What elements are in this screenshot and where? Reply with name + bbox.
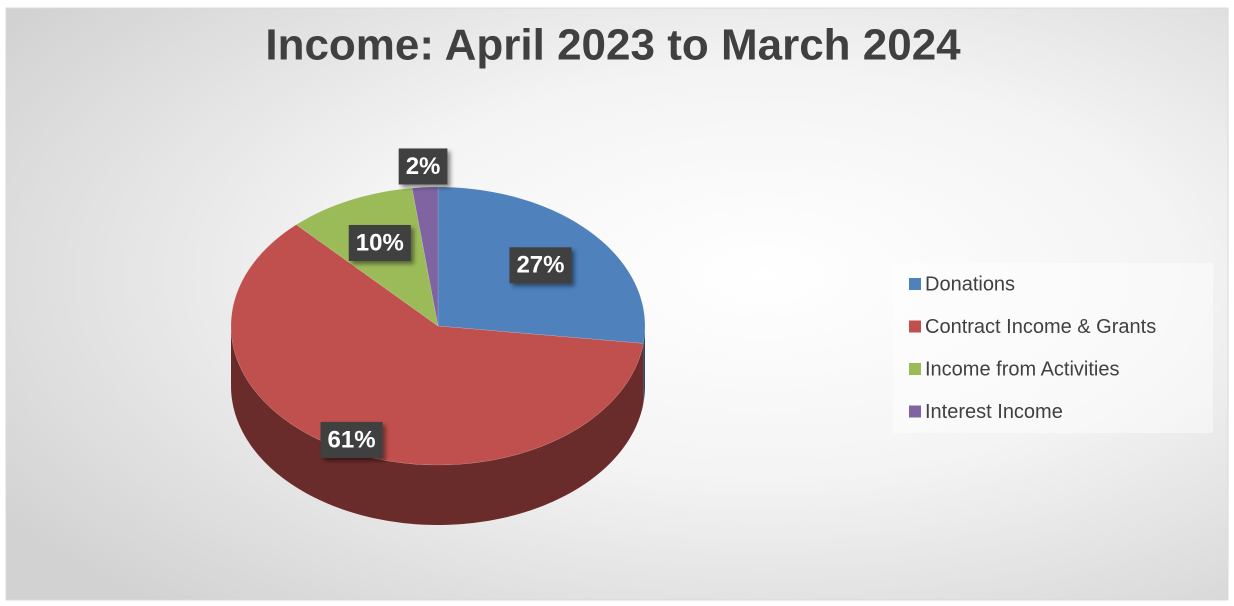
data-label: 10%: [356, 229, 404, 256]
legend-label: Contract Income & Grants: [925, 316, 1156, 338]
legend-swatch: [909, 363, 921, 375]
legend-swatch: [909, 320, 921, 333]
data-label-box: [320, 421, 383, 458]
data-label: 61%: [328, 426, 376, 453]
legend-swatch: [909, 278, 921, 290]
legend-box: [893, 263, 1213, 433]
legend-label: Interest Income: [925, 401, 1063, 423]
data-label: 2%: [406, 153, 441, 180]
slice-side: [231, 326, 644, 525]
legend-swatch: [909, 405, 921, 418]
legend-label: Income from Activities: [925, 358, 1120, 380]
legend-label: Donations: [925, 273, 1015, 295]
data-label-box: [509, 247, 572, 284]
data-label: 27%: [516, 252, 564, 279]
chart-title: Income: April 2023 to March 2024: [265, 21, 961, 70]
slice: [411, 186, 439, 327]
slice-side: [643, 326, 645, 404]
data-label-box: [348, 224, 411, 261]
data-label-box: [398, 148, 448, 185]
